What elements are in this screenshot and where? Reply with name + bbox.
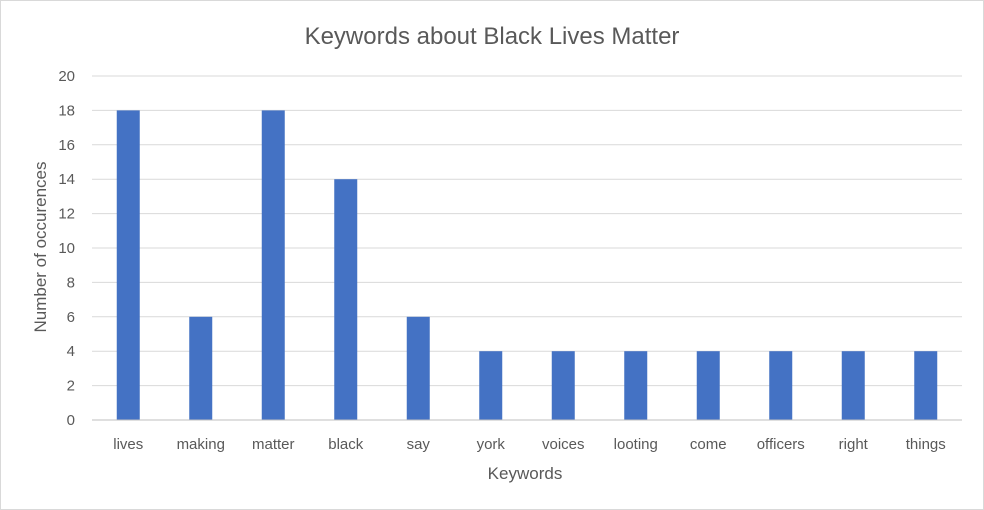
x-tick-label: lives <box>113 436 143 453</box>
bar-right <box>841 351 865 420</box>
bar-matter <box>261 110 285 421</box>
bar-things <box>914 351 938 420</box>
x-tick-label: things <box>906 436 946 453</box>
y-axis-ticks: 0 2 4 6 8 10 12 14 16 18 20 <box>58 68 75 429</box>
x-tick-label: right <box>839 436 869 453</box>
bars <box>116 110 938 421</box>
x-tick-label: york <box>477 436 506 453</box>
x-tick-label: come <box>690 436 727 453</box>
y-tick-label: 4 <box>67 343 75 360</box>
x-tick-label: matter <box>252 436 295 453</box>
x-tick-label: black <box>328 436 364 453</box>
bar-looting <box>624 351 648 420</box>
bar-come <box>696 351 720 420</box>
bar-lives <box>116 110 140 421</box>
x-tick-label: looting <box>614 436 658 453</box>
y-tick-label: 14 <box>58 171 75 188</box>
x-axis-ticks: lives making matter black say york voices looti… <box>113 436 946 453</box>
x-tick-label: voices <box>542 436 585 453</box>
y-tick-label: 0 <box>67 412 75 429</box>
bar-making <box>189 316 213 420</box>
y-tick-label: 8 <box>67 274 75 291</box>
y-tick-label: 6 <box>67 309 75 326</box>
x-tick-label: making <box>177 436 225 453</box>
y-axis-title: Number of occurences <box>31 161 50 332</box>
x-tick-label: officers <box>757 436 805 453</box>
bar-york <box>479 351 503 420</box>
y-tick-label: 16 <box>58 137 75 154</box>
gridlines <box>92 75 962 387</box>
y-tick-label: 2 <box>67 378 75 395</box>
bar-voices <box>551 351 575 420</box>
bar-say <box>406 316 430 420</box>
y-tick-label: 20 <box>58 68 75 85</box>
bar-officers <box>769 351 793 420</box>
x-axis-title: Keywords <box>488 464 563 483</box>
y-tick-label: 18 <box>58 102 75 119</box>
y-tick-label: 12 <box>58 206 75 223</box>
bar-black <box>334 179 358 420</box>
x-tick-label: say <box>407 436 431 453</box>
chart-title: Keywords about Black Lives Matter <box>305 23 680 50</box>
y-tick-label: 10 <box>58 240 75 257</box>
